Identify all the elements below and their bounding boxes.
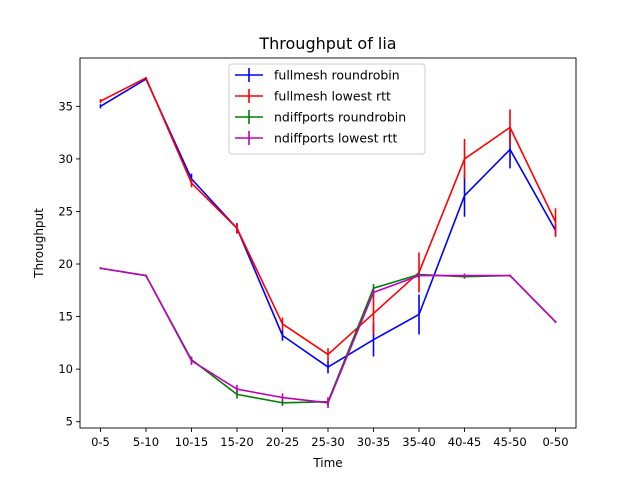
x-tick-label: 40-45 <box>448 435 481 449</box>
legend: fullmesh roundrobin fullmesh lowest rtt nd… <box>228 63 426 155</box>
chart-title: Throughput of lia <box>258 34 396 53</box>
y-axis-label: Throughput <box>32 208 46 279</box>
legend-label: fullmesh lowest rtt <box>274 89 391 104</box>
x-axis: 0-5 5-10 10-15 15-20 20-25 25-30 30-35 35-40 40-… <box>91 428 569 449</box>
series-2 <box>99 76 557 361</box>
x-axis-label: Time <box>312 456 342 470</box>
y-axis: 5 10 15 20 25 30 35 <box>58 99 80 429</box>
y-tick-label: 15 <box>58 310 73 324</box>
x-tick-label: 25-30 <box>311 435 344 449</box>
legend-label: ndiffports roundrobin <box>274 110 406 125</box>
legend-item: fullmesh roundrobin <box>235 68 400 83</box>
legend-item: fullmesh lowest rtt <box>235 89 391 104</box>
legend-frame <box>228 63 426 155</box>
y-tick-label: 30 <box>58 152 73 166</box>
legend-item: ndiffports lowest rtt <box>235 131 398 146</box>
x-tick-label: 5-10 <box>133 435 159 449</box>
y-tick-label: 10 <box>58 362 73 376</box>
legend-label: ndiffports lowest rtt <box>274 131 398 146</box>
x-tick-label: 30-35 <box>357 435 390 449</box>
series-4 <box>99 267 557 409</box>
legend-label: fullmesh roundrobin <box>274 68 400 83</box>
x-tick-label: 15-20 <box>220 435 253 449</box>
x-tick-label: 0-50 <box>542 435 568 449</box>
x-tick-label: 35-40 <box>402 435 435 449</box>
y-tick-label: 25 <box>58 204 73 218</box>
x-tick-label: 45-50 <box>493 435 526 449</box>
x-tick-label: 20-25 <box>266 435 299 449</box>
x-tick-label: 0-5 <box>91 435 110 449</box>
legend-item: ndiffports roundrobin <box>235 110 406 125</box>
y-tick-label: 5 <box>66 415 73 429</box>
plot-area <box>99 76 557 409</box>
y-tick-label: 35 <box>58 99 73 113</box>
y-tick-label: 20 <box>58 257 73 271</box>
x-tick-label: 10-15 <box>175 435 208 449</box>
